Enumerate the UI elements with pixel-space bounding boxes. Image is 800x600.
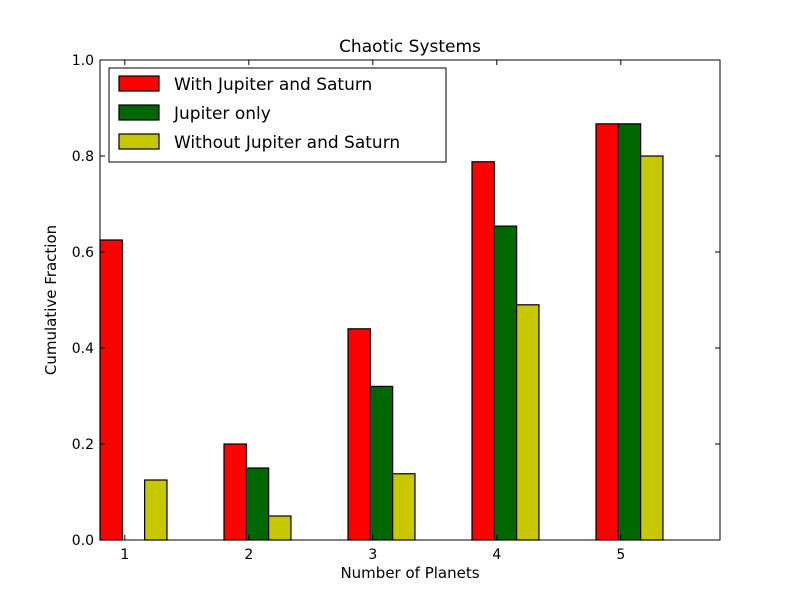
y-tick-label: 0.6 [72,245,94,261]
bar [144,479,168,541]
legend-swatch [118,104,160,121]
y-tick-label: 0.4 [72,341,94,357]
bar [516,304,540,541]
bar [268,515,292,541]
x-axis-label: Number of Planets [340,564,479,582]
bar [493,225,518,541]
legend: With Jupiter and Saturn Jupiter only Witho… [108,67,447,163]
x-tick-label: 3 [368,547,377,563]
bar [471,161,495,541]
bar [640,155,664,541]
ticks-layer: 0.0 0.2 0.4 0.6 0.8 1.0 1 2 3 4 5 [72,53,720,563]
bar [392,473,416,541]
legend-label: Jupiter only [173,104,271,124]
y-tick-label: 0.0 [72,533,94,549]
bar [617,123,642,541]
legend-label: Without Jupiter and Saturn [174,133,400,153]
chart-title: Chaotic Systems [339,37,481,57]
legend-frame [108,67,447,163]
x-tick-label: 4 [492,547,501,563]
bars-layer [99,123,664,541]
legend-label: With Jupiter and Saturn [174,75,372,95]
bar [347,328,371,541]
bar [595,123,619,541]
plot-frame [99,59,721,541]
x-tick-label: 2 [244,547,253,563]
bar [99,239,123,541]
bar [369,385,394,541]
bar [245,467,270,541]
legend-swatch [118,75,160,92]
legend-swatch [118,133,160,150]
y-tick-label: 0.8 [72,149,94,165]
bar [223,443,247,541]
y-tick-label: 0.2 [72,437,94,453]
x-tick-label: 5 [616,547,625,563]
legend-items: With Jupiter and Saturn Jupiter only Witho… [118,75,400,153]
x-tick-label: 1 [120,547,129,563]
y-axis-label: Cumulative Fraction [42,225,60,375]
y-tick-label: 1.0 [72,53,94,69]
